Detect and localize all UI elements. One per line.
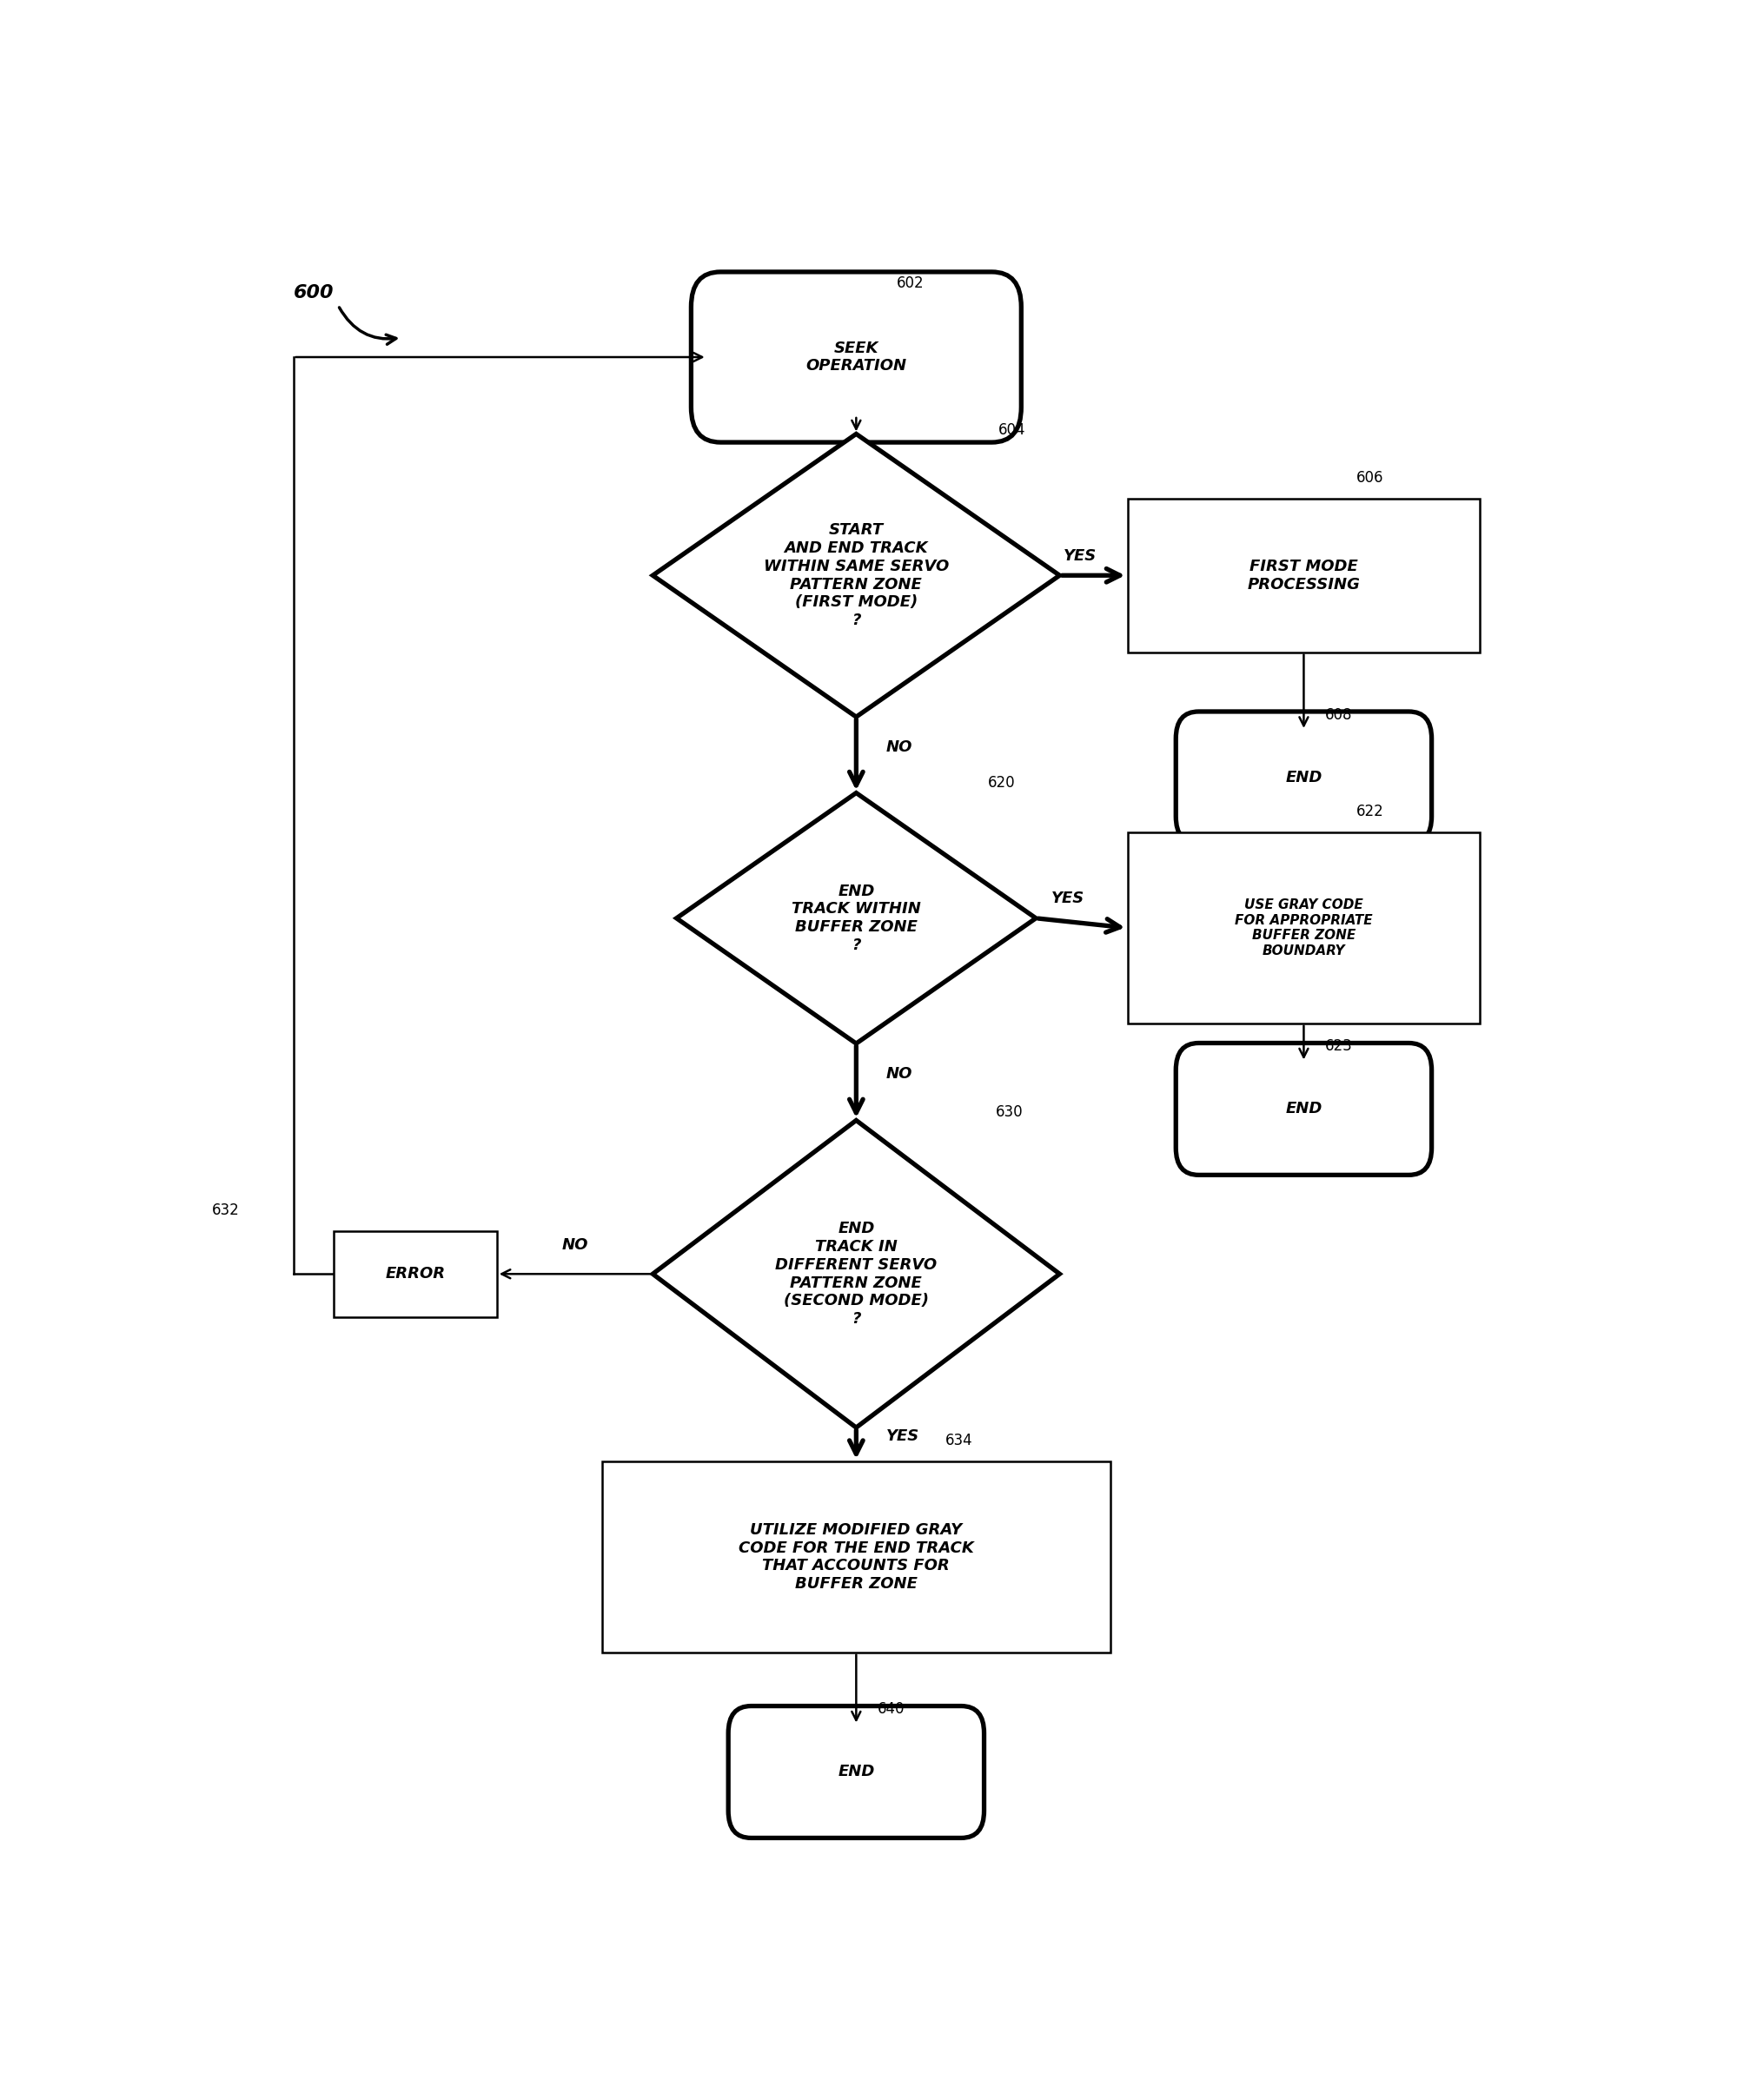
- Bar: [1127, 498, 1481, 653]
- Text: 622: 622: [1356, 804, 1384, 819]
- Bar: [1127, 832, 1481, 1023]
- Text: 620: 620: [987, 775, 1015, 790]
- Text: FIRST MODE
PROCESSING: FIRST MODE PROCESSING: [1248, 559, 1360, 592]
- Text: 634: 634: [945, 1432, 973, 1449]
- Text: END: END: [838, 1764, 875, 1781]
- Text: 606: 606: [1356, 470, 1384, 485]
- Text: 602: 602: [898, 275, 924, 290]
- Text: 608: 608: [1325, 708, 1353, 722]
- Text: END
TRACK WITHIN
BUFFER ZONE
?: END TRACK WITHIN BUFFER ZONE ?: [791, 884, 921, 953]
- Text: END: END: [1285, 1100, 1323, 1117]
- Text: NO: NO: [886, 739, 912, 754]
- FancyBboxPatch shape: [728, 1705, 984, 1838]
- Text: SEEK
OPERATION: SEEK OPERATION: [805, 340, 906, 374]
- FancyBboxPatch shape: [1176, 712, 1432, 844]
- Polygon shape: [677, 794, 1036, 1044]
- Text: END: END: [1285, 771, 1323, 785]
- Text: NO: NO: [562, 1237, 588, 1254]
- Text: YES: YES: [1064, 548, 1097, 563]
- Text: NO: NO: [886, 1067, 912, 1082]
- Text: UTILIZE MODIFIED GRAY
CODE FOR THE END TRACK
THAT ACCOUNTS FOR
BUFFER ZONE: UTILIZE MODIFIED GRAY CODE FOR THE END T…: [738, 1522, 973, 1592]
- Text: YES: YES: [1052, 890, 1085, 907]
- Text: ERROR: ERROR: [385, 1266, 446, 1281]
- Text: 600: 600: [294, 284, 334, 300]
- Text: 623: 623: [1325, 1037, 1353, 1054]
- Polygon shape: [653, 435, 1060, 716]
- FancyBboxPatch shape: [691, 271, 1022, 443]
- Text: START
AND END TRACK
WITHIN SAME SERVO
PATTERN ZONE
(FIRST MODE)
?: START AND END TRACK WITHIN SAME SERVO PA…: [763, 523, 949, 628]
- Bar: [602, 1462, 1111, 1653]
- Bar: [334, 1231, 497, 1317]
- FancyBboxPatch shape: [1176, 1044, 1432, 1176]
- Text: 604: 604: [999, 422, 1026, 439]
- Polygon shape: [653, 1119, 1060, 1428]
- Text: 632: 632: [212, 1203, 240, 1218]
- Text: 640: 640: [877, 1701, 905, 1718]
- Text: USE GRAY CODE
FOR APPROPRIATE
BUFFER ZONE
BOUNDARY: USE GRAY CODE FOR APPROPRIATE BUFFER ZON…: [1236, 899, 1372, 958]
- Text: END
TRACK IN
DIFFERENT SERVO
PATTERN ZONE
(SECOND MODE)
?: END TRACK IN DIFFERENT SERVO PATTERN ZON…: [775, 1220, 936, 1327]
- Text: YES: YES: [886, 1428, 919, 1445]
- Text: 630: 630: [996, 1105, 1024, 1119]
